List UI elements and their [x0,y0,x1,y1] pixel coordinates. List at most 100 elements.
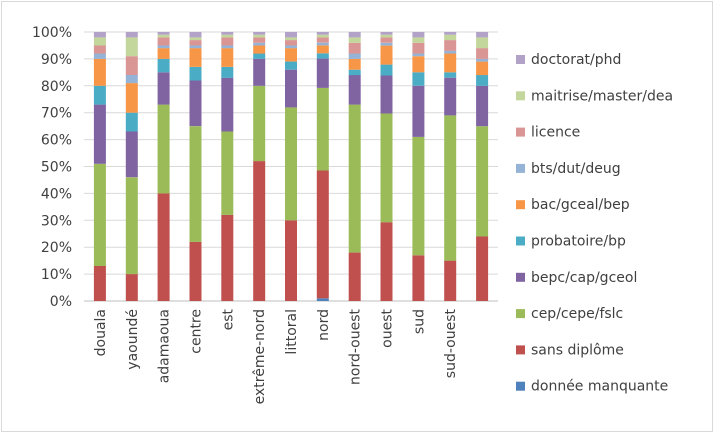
bar-segment [380,64,393,76]
bar-segment [253,161,266,301]
y-tick-label: 100% [32,25,72,41]
bar-segment [125,112,138,132]
x-category-label: yaoundé [125,309,141,370]
legend-label: licence [531,125,580,141]
legend-swatch [516,200,525,210]
y-tick-label: 0% [50,294,72,310]
legend-item: bac/gceal/bep [516,197,630,213]
legend-label: probatoire/bp [531,234,626,250]
legend-label: bts/dut/deug [531,161,621,177]
bar-segment [444,32,457,35]
legend-item: bepc/cap/gceol [516,270,637,286]
legend-item: sans diplôme [516,342,624,358]
bar-segment [221,48,234,67]
bar-segment [221,214,234,301]
bar-segment [93,45,106,54]
bar-segment [189,241,202,301]
bar-segment [476,85,489,127]
legend-item: maitrise/master/dea [516,88,673,104]
bar-segment [380,34,393,38]
bar-segment [125,177,138,275]
bar-segment [253,53,266,59]
bar-segment [157,72,170,105]
bar-segment [476,236,489,301]
bar-segment [253,85,266,162]
y-tick-label: 10% [41,267,72,283]
bar-segment [444,115,457,261]
bar-segment [189,40,202,46]
x-category-label: centre [188,309,204,354]
legend-label: donnée manquante [531,379,668,395]
y-tick-label: 60% [41,133,72,149]
bar-segment [221,45,234,49]
legend-item: cep/cepe/fslc [516,306,623,322]
bars [93,32,489,301]
bar-segment [316,45,329,54]
bar-segment [125,131,138,178]
bar-segment [380,222,393,301]
bar-segment [348,58,361,70]
x-category-label: extrême-nord [252,309,268,404]
x-category-label: ouest [380,308,396,347]
legend-swatch [516,309,525,319]
bar-segment [412,53,425,57]
y-tick-label: 30% [41,213,72,229]
bar-segment [125,274,138,301]
bar-segment [380,113,393,223]
bar-segment [93,104,106,164]
bar-segment [316,37,329,43]
bar-segment [380,37,393,43]
x-category-label: nord-ouest [348,308,364,384]
bar-segment [412,56,425,73]
legend-item: doctorat/phd [516,52,621,68]
x-category-label: littoral [284,309,300,355]
y-tick-label: 50% [41,160,72,176]
bar-segment [221,34,234,38]
bar-segment [476,48,489,59]
bar-segment [221,67,234,78]
bar-segment [125,83,138,113]
legend-swatch [516,345,525,355]
bar-segment [348,42,361,54]
bar-segment [380,42,393,46]
x-category-label: adamaoua [157,309,173,383]
bar-segment [189,67,202,81]
bar-segment [285,69,297,108]
bar-segment [316,32,329,35]
legend-swatch [516,127,525,137]
bar-segment [348,69,361,76]
bar-segment [125,75,138,84]
bar-segment [444,40,457,51]
bar-segment [412,42,425,54]
bar-segment [476,126,489,237]
bar-segment [316,170,329,299]
bar-segment [157,34,170,38]
bar-segment [348,53,361,59]
bar-segment [316,298,329,301]
bar-segment [125,56,138,75]
bar-segment [157,45,170,49]
bar-segment [476,37,489,49]
bar-segment [476,75,489,86]
bar-segment [157,58,170,73]
bar-segment [444,77,457,116]
bar-segment [285,37,297,41]
bar-segment [348,37,361,43]
bar-segment [348,104,361,253]
legend-label: cep/cepe/fslc [531,306,623,322]
bar-segment [189,80,202,127]
x-category-label: douala [93,309,109,356]
legend-swatch [516,55,525,64]
bar-segment [189,32,202,38]
bar-segment [221,77,234,132]
bar-segment [221,37,234,46]
legend-label: doctorat/phd [531,52,621,68]
bar-segment [444,53,457,73]
bar-segment [285,61,297,70]
bar-segment [253,58,266,86]
bar-segment [380,75,393,114]
bar-segment [412,72,425,86]
bar-segment [412,32,425,38]
bar-segment [189,126,202,242]
